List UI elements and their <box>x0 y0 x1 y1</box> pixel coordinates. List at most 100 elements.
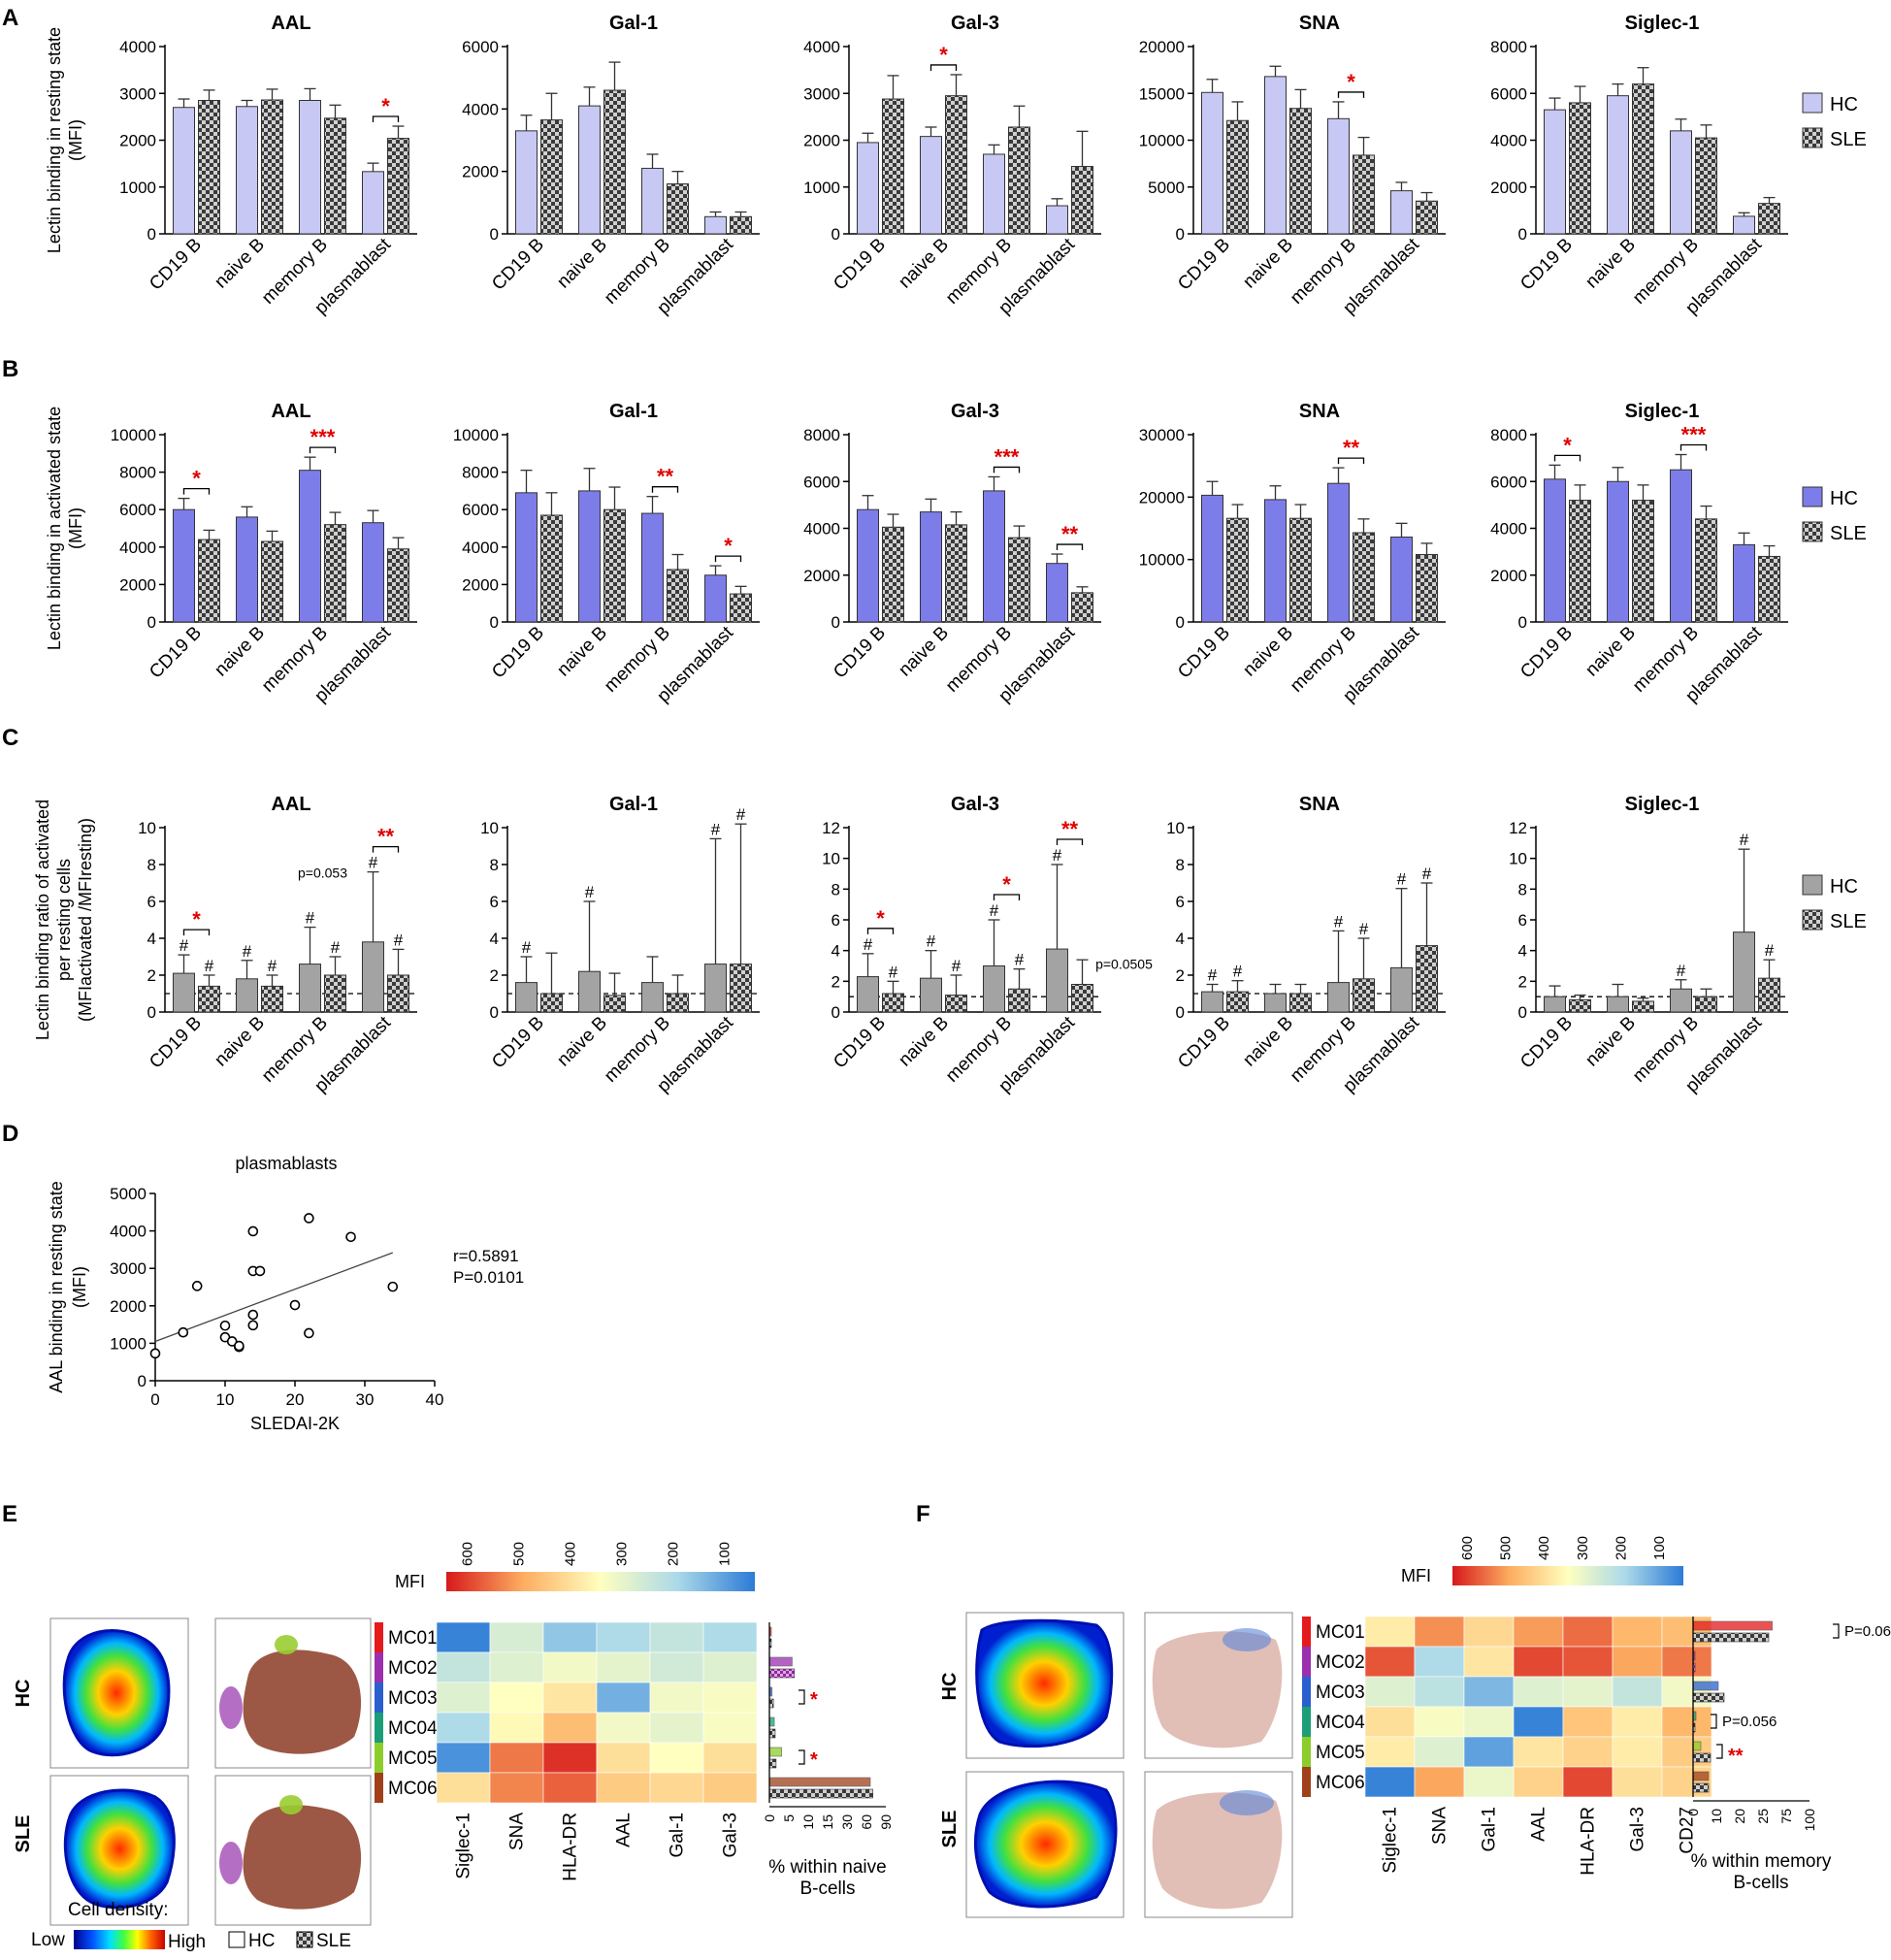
hash-marker: # <box>585 883 595 901</box>
bar-hc <box>1544 478 1566 623</box>
density-legend-low: Low <box>31 1930 65 1950</box>
heatmap-cell <box>1463 1676 1515 1708</box>
density-blob-sle-e <box>63 1788 176 1910</box>
y-tick-label: 2 <box>1518 972 1527 991</box>
cluster-bar-sle <box>768 1758 777 1769</box>
significance-bracket <box>372 845 400 853</box>
significance-star: * <box>939 43 948 67</box>
panel-f-images: HC SLE <box>939 1612 1293 1918</box>
hash-marker: # <box>522 938 532 957</box>
cluster-bar-hc <box>768 1716 775 1727</box>
heatmap-cell <box>1364 1766 1416 1798</box>
bar-sle <box>1569 500 1591 623</box>
y-tick-label: 4000 <box>803 38 840 56</box>
heatmap-column-label: Gal-3 <box>721 1813 741 1857</box>
tsne-cluster-mc05-hc <box>275 1635 298 1654</box>
bar-hc <box>704 215 727 235</box>
bar-sle <box>1632 500 1654 623</box>
bar-hc <box>236 106 258 235</box>
bar-hc <box>1046 948 1068 1013</box>
y-tick-label: 4000 <box>119 38 156 56</box>
heatmap-cell <box>702 1621 758 1653</box>
colorbar-tick: 600 <box>1459 1536 1476 1560</box>
bar-sle <box>1353 154 1375 235</box>
significance-star: ** <box>1061 522 1079 546</box>
heatmap-cell <box>1364 1676 1416 1708</box>
x-tick-label: naive B <box>1239 235 1297 293</box>
bar-sle <box>1226 517 1249 623</box>
scatter-point <box>304 1213 314 1224</box>
hash-marker: # <box>1677 962 1686 980</box>
heatmap-cell <box>489 1682 544 1714</box>
heatmap-cell <box>702 1651 758 1683</box>
heatmap-column-label: SNA <box>1430 1807 1451 1845</box>
chart-title: Gal-1 <box>609 794 658 815</box>
legend-swatch-sle <box>1802 521 1823 542</box>
heatmap-cell <box>1364 1736 1416 1768</box>
bar-sle <box>1071 984 1093 1013</box>
significance-bracket <box>799 1689 805 1705</box>
legend-swatch-hc <box>1802 486 1823 507</box>
chart-title: Siglec-1 <box>1625 401 1700 422</box>
hash-marker: # <box>1053 846 1062 865</box>
p-value-annotation: P=0.065 <box>1844 1623 1891 1640</box>
heatmap-column-label: Gal-1 <box>1480 1807 1500 1851</box>
scatter-point <box>247 1309 259 1321</box>
cluster-color-swatch <box>1302 1707 1311 1737</box>
bar-hc <box>920 136 942 235</box>
significance-star: ** <box>657 465 674 489</box>
y-tick-label: 4000 <box>462 539 499 557</box>
y-tick-label: 2000 <box>803 132 840 150</box>
heatmap-cell <box>1513 1646 1564 1678</box>
y-tick-label: 8 <box>147 856 156 874</box>
heatmap-cell <box>1612 1676 1663 1708</box>
chart-title: AAL <box>271 794 310 815</box>
significance-star: ** <box>1343 436 1360 460</box>
bar-sle <box>1695 137 1717 235</box>
heatmap-cell <box>1661 1766 1712 1798</box>
bar-sle <box>1071 166 1093 235</box>
heatmap-cell <box>1364 1616 1416 1648</box>
stat-label: P=0.0101 <box>453 1268 524 1287</box>
scatter-point <box>178 1326 189 1338</box>
cluster-color-swatch <box>375 1743 383 1773</box>
y-tick-label: 6000 <box>803 473 840 491</box>
bar-hc <box>1046 563 1068 623</box>
row-label-sle-f: SLE <box>939 1811 961 1848</box>
density-blob-hc-e <box>62 1628 171 1757</box>
significance-star: * <box>810 1749 818 1771</box>
bar-sle <box>1758 977 1780 1013</box>
y-tick-label: 6 <box>1176 893 1185 911</box>
heatmap-column-label: HLA-DR <box>1579 1807 1599 1876</box>
y-tick-label: 8000 <box>803 426 840 444</box>
bar-sle <box>882 993 904 1013</box>
bar-sle <box>261 99 283 235</box>
hash-marker: # <box>952 957 962 975</box>
legend-swatch-sle <box>1802 127 1823 148</box>
bar-hc <box>1264 993 1287 1013</box>
cluster-color-swatch <box>1302 1677 1311 1707</box>
chart-title: Gal-3 <box>951 794 999 815</box>
heatmap-cell <box>1414 1616 1465 1648</box>
heatmap-cell <box>1562 1616 1614 1648</box>
colorbar-label: MFI <box>1401 1566 1431 1585</box>
bar-sle <box>882 98 904 235</box>
heatmap-column-label: AAL <box>1529 1807 1549 1842</box>
bar-axis-tick: 0 <box>762 1814 777 1822</box>
bar-sle <box>1071 592 1093 623</box>
x-tick-label: 30 <box>356 1390 375 1409</box>
y-tick-label: 4 <box>1518 942 1527 961</box>
heatmap-cell <box>542 1682 598 1714</box>
hash-marker: # <box>268 957 277 975</box>
heatmap-cell <box>649 1772 704 1804</box>
heatmap-cell <box>436 1682 491 1714</box>
significance-bracket <box>929 64 958 71</box>
chart-title: AAL <box>271 401 310 422</box>
bar-axis-tick: 25 <box>1755 1809 1771 1824</box>
hash-marker: # <box>1334 912 1344 931</box>
scatter-point <box>149 1348 161 1359</box>
bar-hc <box>1201 91 1223 235</box>
